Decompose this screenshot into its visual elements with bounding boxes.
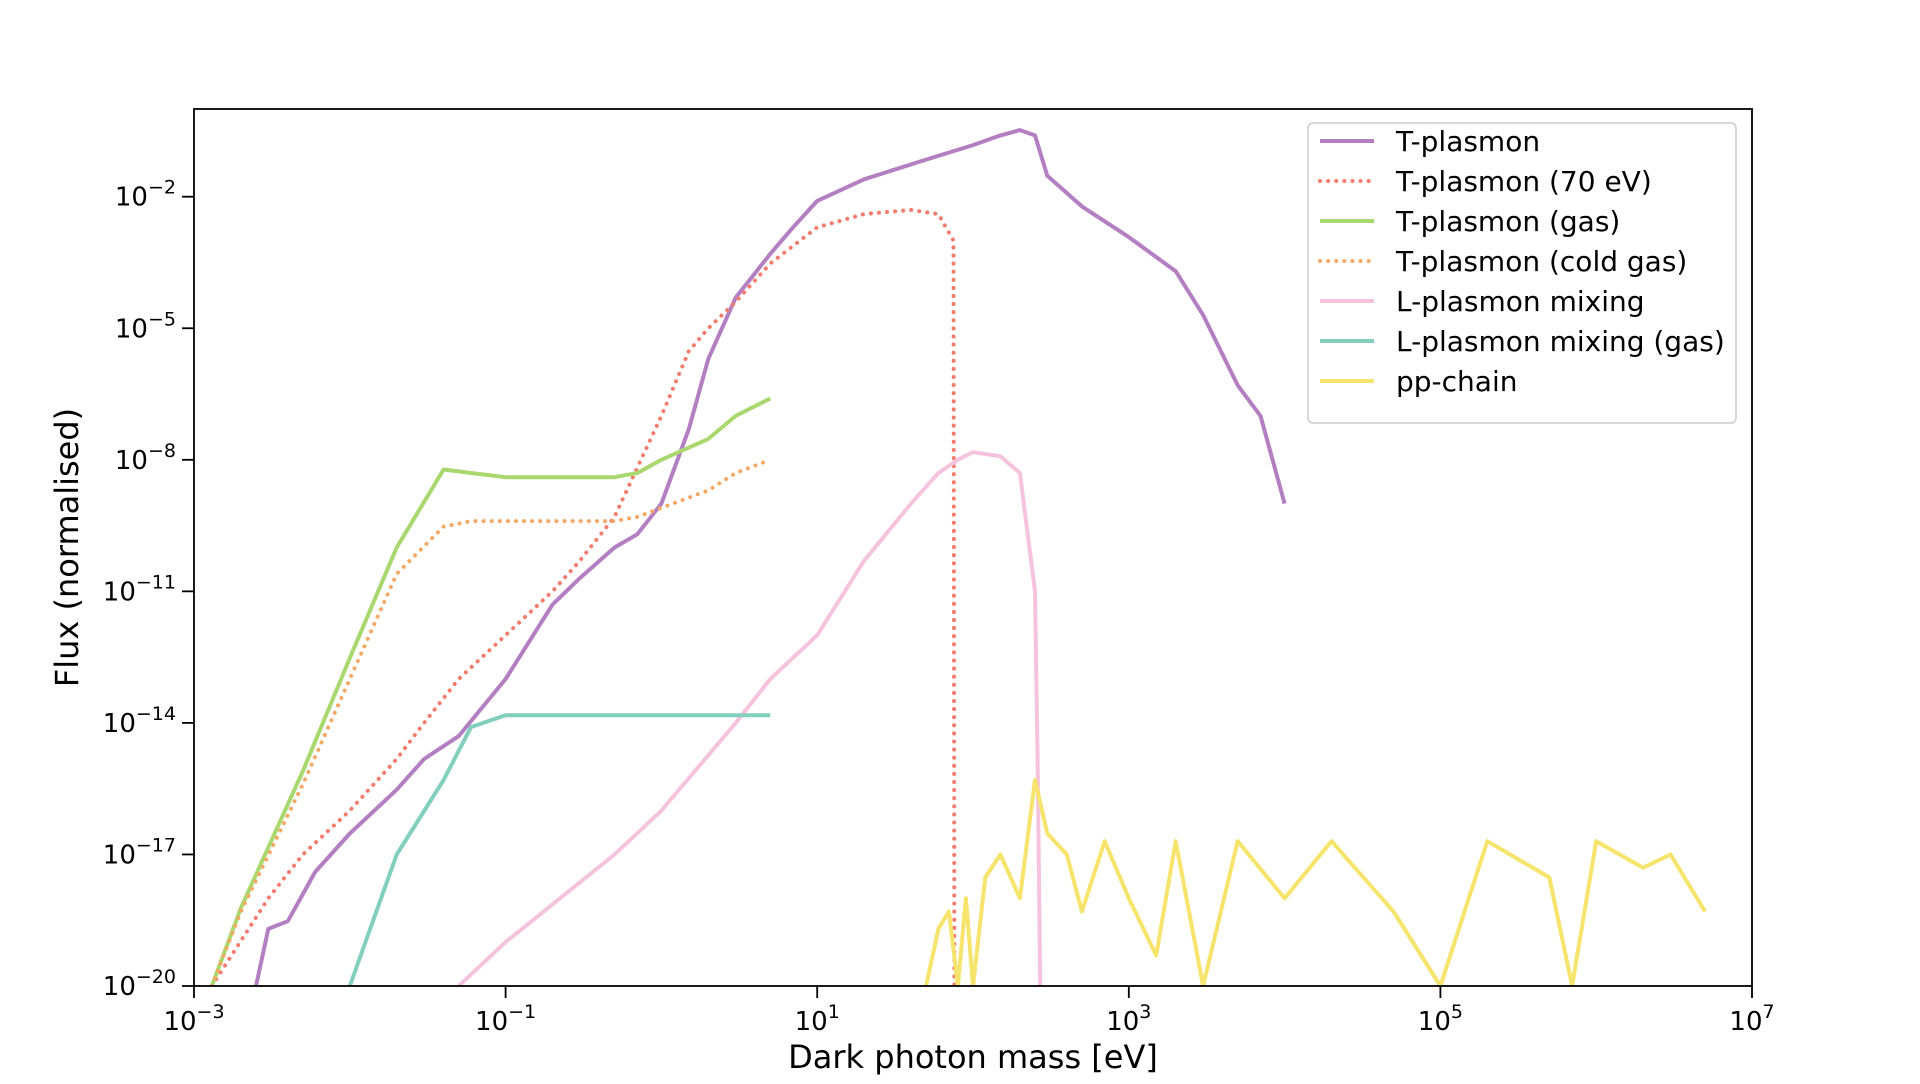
y-tick-label: 10−5 xyxy=(115,308,176,344)
legend-label-4: L-plasmon mixing xyxy=(1396,285,1645,318)
legend: T-plasmon T-plasmon (70 eV) T-plasmon (gas… xyxy=(1307,122,1737,424)
series-line-2 xyxy=(209,396,772,986)
x-tick-label: 10−1 xyxy=(475,1001,536,1037)
x-tick-label: 103 xyxy=(1106,1001,1151,1037)
plot-frame xyxy=(193,108,1753,987)
y-tick-label: 10−14 xyxy=(103,703,176,739)
series-line-1 xyxy=(209,207,957,986)
y-axis-label: Flux (normalised) xyxy=(48,408,86,687)
y-tick-label: 10−8 xyxy=(115,440,176,476)
y-tick-label: 10−17 xyxy=(103,834,176,870)
legend-label-2: T-plasmon (gas) xyxy=(1395,205,1620,238)
y-axis: 10−20 10−17 10−14 10−11 10−8 10−5 10−2 xyxy=(103,177,194,1002)
legend-label-6: pp-chain xyxy=(1396,365,1517,398)
x-axis: 10−3 10−1 101 103 105 107 xyxy=(163,986,1775,1037)
x-tick-label: 107 xyxy=(1729,1001,1774,1037)
x-tick-label: 10−3 xyxy=(163,1001,224,1037)
legend-label-3: T-plasmon (cold gas) xyxy=(1395,245,1687,278)
legend-label-0: T-plasmon xyxy=(1395,125,1540,158)
y-tick-label: 10−2 xyxy=(115,177,176,213)
series-line-5 xyxy=(347,713,771,986)
series-line-0 xyxy=(254,128,1287,986)
series-line-4 xyxy=(457,450,1043,986)
x-tick-label: 105 xyxy=(1418,1001,1463,1037)
legend-label-5: L-plasmon mixing (gas) xyxy=(1396,325,1725,358)
x-axis-label: Dark photon mass [eV] xyxy=(788,1038,1158,1076)
legend-label-1: T-plasmon (70 eV) xyxy=(1395,165,1652,198)
x-tick-label: 101 xyxy=(795,1001,840,1037)
series-line-6 xyxy=(924,778,1707,986)
y-tick-label: 10−20 xyxy=(103,966,176,1002)
plot-area xyxy=(209,128,1707,986)
legend-box xyxy=(1307,122,1737,424)
y-tick-label: 10−11 xyxy=(103,571,176,607)
